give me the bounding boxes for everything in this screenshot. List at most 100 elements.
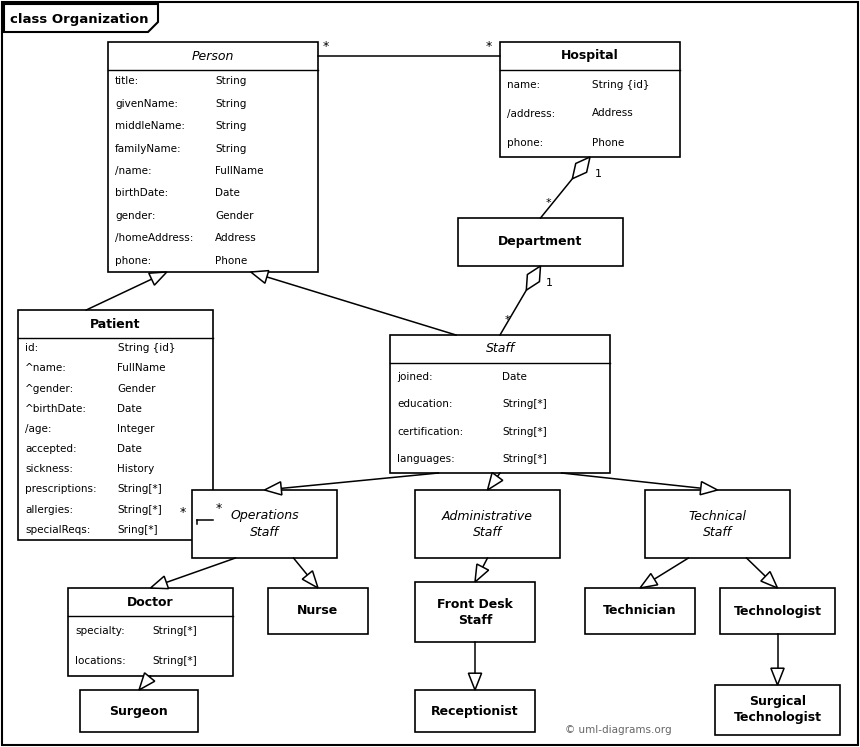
Text: History: History [118, 465, 155, 474]
Bar [645, 490, 790, 558]
Polygon shape [302, 571, 318, 588]
Text: *: * [505, 315, 511, 325]
Text: phone:: phone: [115, 255, 151, 266]
Text: /homeAddress:: /homeAddress: [115, 233, 194, 244]
Bar [80, 690, 198, 732]
Polygon shape [265, 482, 282, 495]
Text: ^gender:: ^gender: [25, 383, 74, 394]
Text: gender:: gender: [115, 211, 156, 221]
Text: *: * [486, 40, 492, 53]
Polygon shape [150, 576, 169, 589]
Polygon shape [640, 574, 658, 588]
Text: Date: Date [215, 188, 240, 199]
Bar [390, 335, 610, 473]
Text: locations:: locations: [75, 656, 126, 666]
Text: birthDate:: birthDate: [115, 188, 169, 199]
Text: Administrative
Staff: Administrative Staff [442, 509, 533, 539]
Bar [415, 582, 535, 642]
Bar [68, 588, 233, 676]
Text: class Organization: class Organization [10, 13, 149, 26]
Text: 1: 1 [545, 278, 552, 288]
Text: Operations
Staff: Operations Staff [230, 509, 298, 539]
Text: specialty:: specialty: [75, 626, 125, 636]
Text: Phone: Phone [215, 255, 248, 266]
Bar [458, 218, 623, 266]
Text: Department: Department [498, 235, 583, 249]
Text: *: * [323, 40, 329, 53]
Text: Address: Address [592, 108, 634, 119]
Text: String {id}: String {id} [592, 79, 649, 90]
Text: String: String [215, 99, 246, 108]
Text: Staff: Staff [485, 343, 514, 356]
Text: String: String [215, 143, 246, 154]
Bar [18, 310, 213, 540]
Text: Doctor: Doctor [127, 595, 174, 609]
Text: Technician: Technician [603, 604, 677, 618]
Polygon shape [573, 157, 590, 179]
Polygon shape [526, 266, 540, 290]
Text: prescriptions:: prescriptions: [25, 485, 96, 495]
Polygon shape [475, 564, 488, 582]
Text: languages:: languages: [397, 454, 455, 464]
Text: accepted:: accepted: [25, 444, 77, 454]
Text: Person: Person [192, 49, 234, 63]
Polygon shape [469, 673, 482, 690]
Text: *: * [180, 506, 187, 519]
Text: String[*]: String[*] [152, 626, 197, 636]
Bar [108, 42, 318, 272]
Text: /address:: /address: [507, 108, 556, 119]
Bar [500, 42, 680, 157]
Bar [268, 588, 368, 634]
Text: FullName: FullName [215, 166, 263, 176]
Text: Technical
Staff: Technical Staff [689, 509, 746, 539]
Text: 1: 1 [595, 169, 602, 179]
Text: Date: Date [118, 403, 143, 414]
Text: String[*]: String[*] [152, 656, 197, 666]
Polygon shape [139, 673, 155, 690]
Text: Phone: Phone [592, 137, 624, 147]
Text: *: * [545, 198, 551, 208]
Text: Nurse: Nurse [298, 604, 339, 618]
Text: /name:: /name: [115, 166, 151, 176]
Text: FullName: FullName [118, 363, 166, 374]
Text: String {id}: String {id} [118, 343, 175, 353]
Polygon shape [251, 270, 269, 283]
Text: *: * [216, 502, 222, 515]
Text: specialReqs:: specialReqs: [25, 525, 90, 535]
Text: phone:: phone: [507, 137, 544, 147]
Text: String: String [215, 76, 246, 86]
Text: Date: Date [502, 372, 527, 382]
Text: certification:: certification: [397, 427, 464, 437]
Text: Gender: Gender [215, 211, 254, 221]
Text: Sring[*]: Sring[*] [118, 525, 158, 535]
Text: String[*]: String[*] [502, 427, 547, 437]
Text: givenName:: givenName: [115, 99, 178, 108]
Text: © uml-diagrams.org: © uml-diagrams.org [565, 725, 672, 735]
Bar [415, 690, 535, 732]
Polygon shape [149, 272, 167, 285]
Text: Surgeon: Surgeon [109, 704, 169, 718]
Text: middleName:: middleName: [115, 121, 185, 131]
Bar [192, 490, 337, 558]
Text: education:: education: [397, 399, 452, 409]
Polygon shape [761, 571, 777, 588]
Polygon shape [700, 482, 717, 495]
Bar [415, 490, 560, 558]
Text: sickness:: sickness: [25, 465, 73, 474]
Text: Gender: Gender [118, 383, 156, 394]
Text: String[*]: String[*] [502, 454, 547, 464]
Text: Patient: Patient [90, 317, 141, 330]
Text: Surgical
Technologist: Surgical Technologist [734, 695, 821, 725]
Bar [585, 588, 695, 634]
Text: String[*]: String[*] [502, 399, 547, 409]
Text: /age:: /age: [25, 424, 52, 434]
Bar [715, 685, 840, 735]
Text: Front Desk
Staff: Front Desk Staff [437, 598, 513, 627]
Polygon shape [771, 669, 784, 685]
Polygon shape [4, 4, 158, 32]
Text: String[*]: String[*] [118, 505, 163, 515]
Text: Receptionist: Receptionist [431, 704, 519, 718]
Text: name:: name: [507, 79, 540, 90]
Text: Integer: Integer [118, 424, 155, 434]
Bar [720, 588, 835, 634]
